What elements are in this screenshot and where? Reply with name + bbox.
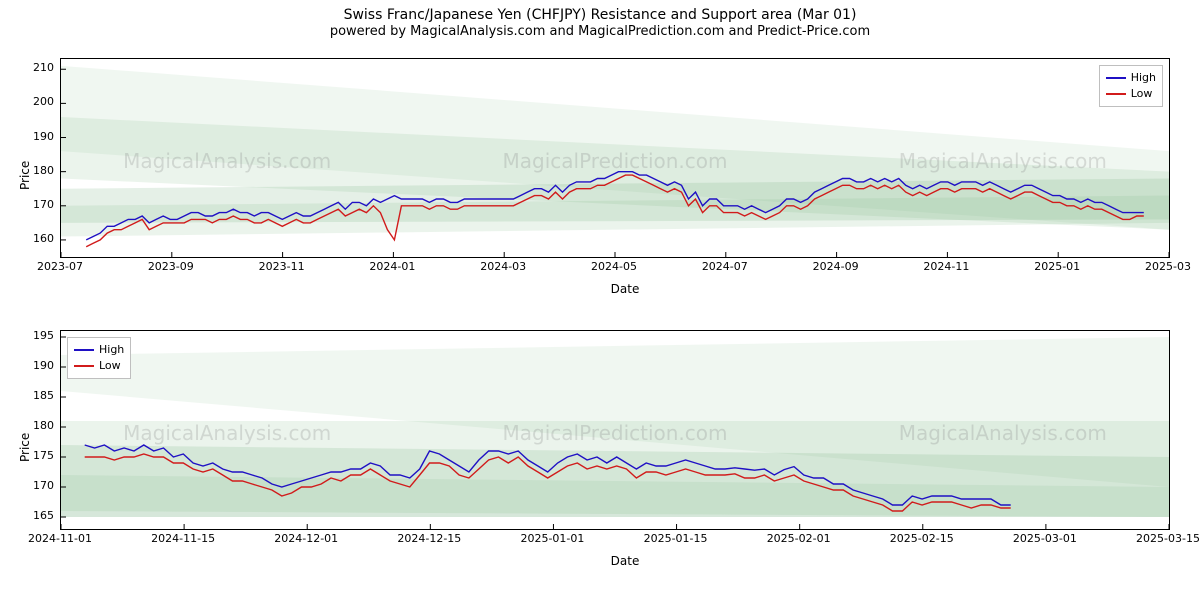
xtick-label: 2024-03 [463,260,543,273]
ytick-label: 195 [14,329,54,342]
xtick-label: 2025-02-15 [882,532,962,545]
chart-subtitle: powered by MagicalAnalysis.com and Magic… [0,24,1200,41]
xtick-label: 2025-02-01 [759,532,839,545]
legend-swatch-high [1106,77,1126,79]
watermark-text: MagicalAnalysis.com [123,421,331,445]
watermark-text: MagicalPrediction.com [503,421,728,445]
xtick-label: 2024-11 [906,260,986,273]
legend-2: High Low [67,337,131,379]
legend-swatch-low [1106,93,1126,95]
xtick-label: 2025-01-15 [636,532,716,545]
xtick-label: 2024-12-01 [266,532,346,545]
xtick-label: 2023-11 [242,260,322,273]
chart-title: Swiss Franc/Japanese Yen (CHFJPY) Resist… [0,6,1200,24]
watermark-text: MagicalAnalysis.com [123,149,331,173]
legend-swatch-low [74,365,94,367]
watermark-text: MagicalAnalysis.com [899,421,1107,445]
chart-panel-1: MagicalAnalysis.com MagicalPrediction.com… [60,58,1170,258]
watermark-text: MagicalAnalysis.com [899,149,1107,173]
xtick-label: 2025-03-01 [1005,532,1085,545]
xtick-label: 2024-01 [352,260,432,273]
xtick-label: 2023-07 [20,260,100,273]
xtick-label: 2024-09 [796,260,876,273]
xtick-label: 2025-03 [1128,260,1200,273]
xlabel-2: Date [575,554,675,568]
xlabel-1: Date [575,282,675,296]
ytick-label: 210 [14,61,54,74]
chart-svg-2: MagicalAnalysis.com MagicalPrediction.com… [61,331,1169,529]
xtick-label: 2024-11-01 [20,532,100,545]
ytick-label: 175 [14,449,54,462]
xtick-label: 2024-11-15 [143,532,223,545]
legend-1: High Low [1099,65,1163,107]
ytick-label: 200 [14,95,54,108]
ytick-label: 165 [14,509,54,522]
ytick-label: 170 [14,479,54,492]
legend-label-low: Low [99,358,121,374]
xtick-label: 2024-12-15 [389,532,469,545]
xtick-label: 2025-03-15 [1128,532,1200,545]
legend-label-high: High [1131,70,1156,86]
ytick-label: 185 [14,389,54,402]
xtick-label: 2025-01 [1017,260,1097,273]
xtick-label: 2024-05 [574,260,654,273]
chart-panel-2: MagicalAnalysis.com MagicalPrediction.com… [60,330,1170,530]
legend-label-high: High [99,342,124,358]
ytick-label: 180 [14,164,54,177]
ytick-label: 190 [14,130,54,143]
legend-swatch-high [74,349,94,351]
xtick-label: 2024-07 [685,260,765,273]
xtick-label: 2025-01-01 [512,532,592,545]
xtick-label: 2023-09 [131,260,211,273]
ytick-label: 170 [14,198,54,211]
ytick-label: 160 [14,232,54,245]
legend-label-low: Low [1131,86,1153,102]
ytick-label: 190 [14,359,54,372]
ytick-label: 180 [14,419,54,432]
watermark-text: MagicalPrediction.com [503,149,728,173]
chart-svg-1: MagicalAnalysis.com MagicalPrediction.com… [61,59,1169,257]
